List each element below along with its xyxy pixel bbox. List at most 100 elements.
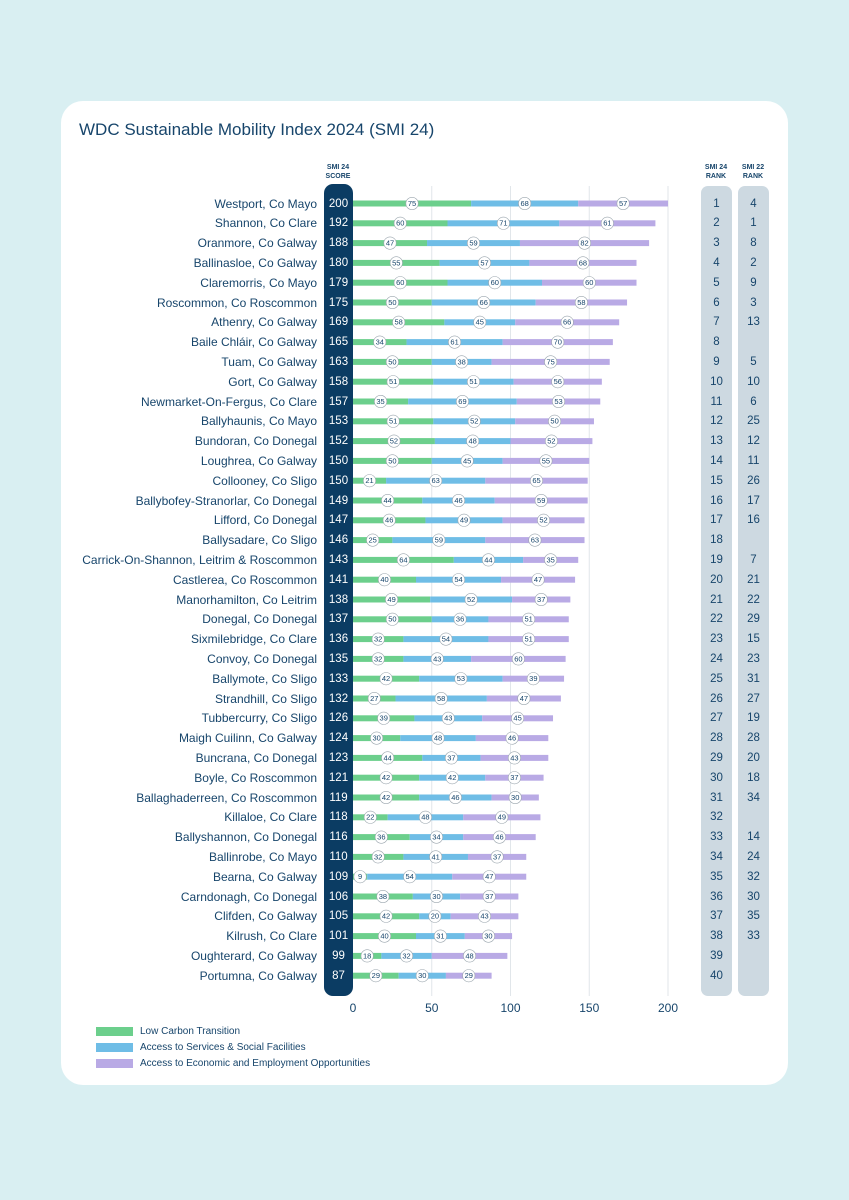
rank22-value: 20	[747, 751, 760, 764]
value-label: 42	[382, 793, 390, 802]
value-label: 34	[432, 833, 440, 842]
row-score: 149	[328, 494, 349, 507]
value-bubble	[377, 929, 391, 943]
value-bubble	[429, 474, 443, 488]
rank22-value: 5	[750, 355, 757, 368]
row-label: Buncrana, Co Donegal	[195, 750, 317, 765]
value-label: 47	[520, 694, 528, 703]
value-bubble	[393, 216, 407, 230]
value-label: 49	[460, 516, 468, 525]
value-label: 48	[465, 951, 473, 960]
value-bubble	[522, 632, 536, 646]
legend-label-low-carbon: Low Carbon Transition	[140, 1026, 241, 1037]
rank22-value: 25	[747, 415, 760, 428]
value-label: 68	[521, 199, 529, 208]
rank24-value: 36	[710, 890, 723, 903]
rank22-value: 6	[750, 395, 757, 408]
rank24-value: 8	[713, 336, 720, 349]
value-bubble	[428, 909, 442, 923]
value-label: 57	[619, 199, 627, 208]
value-bubble	[431, 731, 445, 745]
value-label: 42	[382, 674, 390, 683]
value-label: 59	[435, 536, 443, 545]
row-score: 116	[329, 831, 348, 844]
value-label: 50	[550, 417, 558, 426]
value-label: 43	[480, 912, 488, 921]
value-label: 50	[388, 357, 396, 366]
rank24-value: 7	[713, 316, 720, 329]
rank22-value: 29	[747, 613, 760, 626]
value-bubble	[467, 414, 481, 428]
value-label: 27	[370, 694, 378, 703]
value-label: 64	[399, 555, 407, 564]
row-score: 141	[328, 573, 349, 586]
value-bubble	[429, 889, 443, 903]
value-bubble	[444, 751, 458, 765]
rank24-value: 14	[710, 454, 723, 467]
row-score: 109	[328, 870, 349, 883]
row-label: Carrick-On-Shannon, Leitrim & Roscommon	[82, 552, 317, 567]
value-label: 58	[437, 694, 445, 703]
value-label: 30	[484, 932, 492, 941]
rank22-value: 24	[747, 850, 760, 863]
value-bubble	[455, 355, 469, 369]
rank22-value: 32	[747, 870, 760, 883]
row-score: 165	[328, 336, 349, 349]
value-label: 58	[395, 318, 403, 327]
rank24-value: 9	[713, 355, 720, 368]
value-bubble	[466, 375, 480, 389]
value-label: 36	[456, 615, 464, 624]
value-label: 59	[469, 239, 477, 248]
rank24-value: 29	[710, 751, 723, 764]
rank24-value: 2	[713, 217, 720, 230]
value-label: 47	[386, 239, 394, 248]
value-bubble	[454, 672, 468, 686]
value-bubble	[386, 375, 400, 389]
rank24-value: 37	[710, 910, 723, 923]
rank24-value: 30	[710, 771, 723, 784]
value-bubble	[552, 394, 566, 408]
value-label: 51	[469, 377, 477, 386]
row-score: 136	[328, 633, 349, 646]
rank22-value: 11	[747, 454, 760, 467]
value-label: 30	[418, 971, 426, 980]
value-label: 60	[585, 278, 593, 287]
value-label: 69	[458, 397, 466, 406]
value-bubble	[448, 335, 462, 349]
value-label: 37	[537, 595, 545, 604]
value-label: 43	[444, 714, 452, 723]
value-bubble	[377, 711, 391, 725]
value-bubble	[539, 454, 553, 468]
value-label: 42	[382, 773, 390, 782]
value-label: 31	[436, 932, 444, 941]
row-label: Newmarket-On-Fergus, Co Clare	[140, 394, 317, 409]
value-bubble	[528, 533, 542, 547]
value-bubble	[370, 731, 384, 745]
row-label: Carndonagh, Co Donegal	[180, 889, 317, 904]
value-bubble	[473, 315, 487, 329]
value-label: 51	[389, 417, 397, 426]
row-score: 152	[328, 435, 349, 448]
rank22-value: 14	[747, 831, 760, 844]
value-bubble	[379, 672, 393, 686]
value-label: 49	[498, 813, 506, 822]
row-score: 153	[328, 415, 349, 428]
value-label: 50	[388, 615, 396, 624]
value-label: 37	[485, 892, 493, 901]
value-bubble	[353, 870, 367, 884]
rank22-value: 7	[750, 553, 757, 566]
value-label: 54	[406, 872, 414, 881]
value-label: 35	[376, 397, 384, 406]
value-bubble	[429, 850, 443, 864]
rank24-value: 6	[713, 296, 720, 309]
value-bubble	[433, 929, 447, 943]
value-label: 61	[603, 219, 611, 228]
value-label: 37	[447, 753, 455, 762]
value-label: 63	[531, 536, 539, 545]
rank22-value: 3	[750, 296, 757, 309]
value-label: 49	[387, 595, 395, 604]
value-bubble	[371, 652, 385, 666]
value-label: 9	[358, 872, 362, 881]
row-score: 138	[328, 593, 349, 606]
